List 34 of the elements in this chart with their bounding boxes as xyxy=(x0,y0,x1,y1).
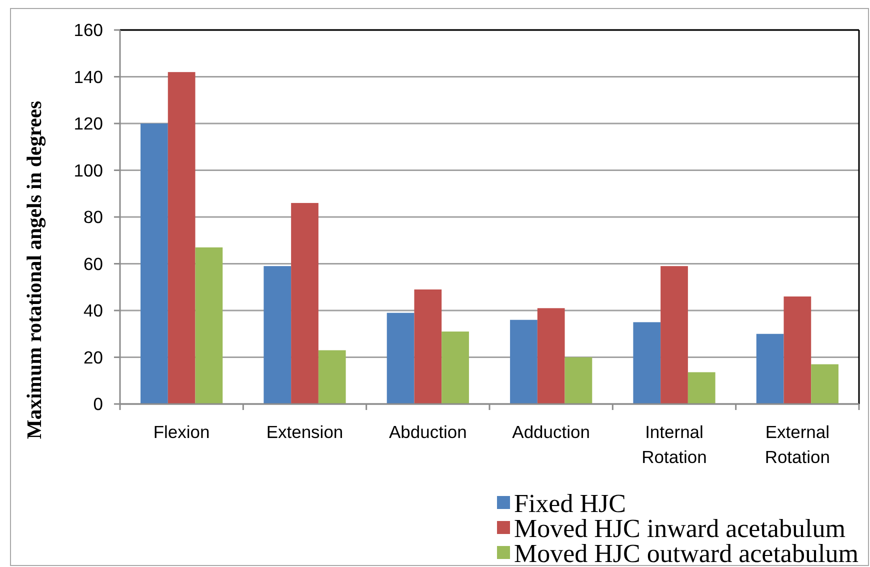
bar xyxy=(264,266,292,404)
bar xyxy=(564,357,592,404)
x-tick-label: Internal Rotation xyxy=(642,422,707,467)
y-tick-label: 0 xyxy=(93,394,104,414)
bar xyxy=(318,350,346,404)
y-tick-label: 140 xyxy=(74,66,104,87)
bar xyxy=(633,322,661,404)
bar xyxy=(756,334,784,404)
bar xyxy=(688,372,716,404)
y-tick-label: 60 xyxy=(84,254,104,274)
x-tick-label: Flexion xyxy=(153,422,210,442)
bar xyxy=(784,296,812,404)
y-tick-label: 40 xyxy=(84,300,104,321)
bar xyxy=(195,247,223,404)
x-tick-label: Abduction xyxy=(388,422,467,442)
y-axis-title: Maximum rotational angels in degrees xyxy=(24,100,46,440)
bar xyxy=(140,124,168,404)
bar xyxy=(386,312,414,404)
bar xyxy=(442,332,469,404)
y-tick-label: 80 xyxy=(84,207,104,228)
bar xyxy=(811,364,838,404)
x-tick-label: Extension xyxy=(266,422,344,442)
x-tick-label: Adduction xyxy=(512,422,590,442)
y-tick-label: 100 xyxy=(74,160,104,180)
x-tick-label: External Rotation xyxy=(764,422,830,467)
y-tick-label: 160 xyxy=(74,20,104,40)
bar xyxy=(537,308,565,404)
bar xyxy=(168,72,196,404)
bar xyxy=(660,266,688,404)
bar xyxy=(414,289,442,404)
y-tick-label: 20 xyxy=(84,347,104,368)
bar xyxy=(510,320,538,404)
y-tick-label: 120 xyxy=(74,114,104,134)
bar xyxy=(291,202,318,404)
